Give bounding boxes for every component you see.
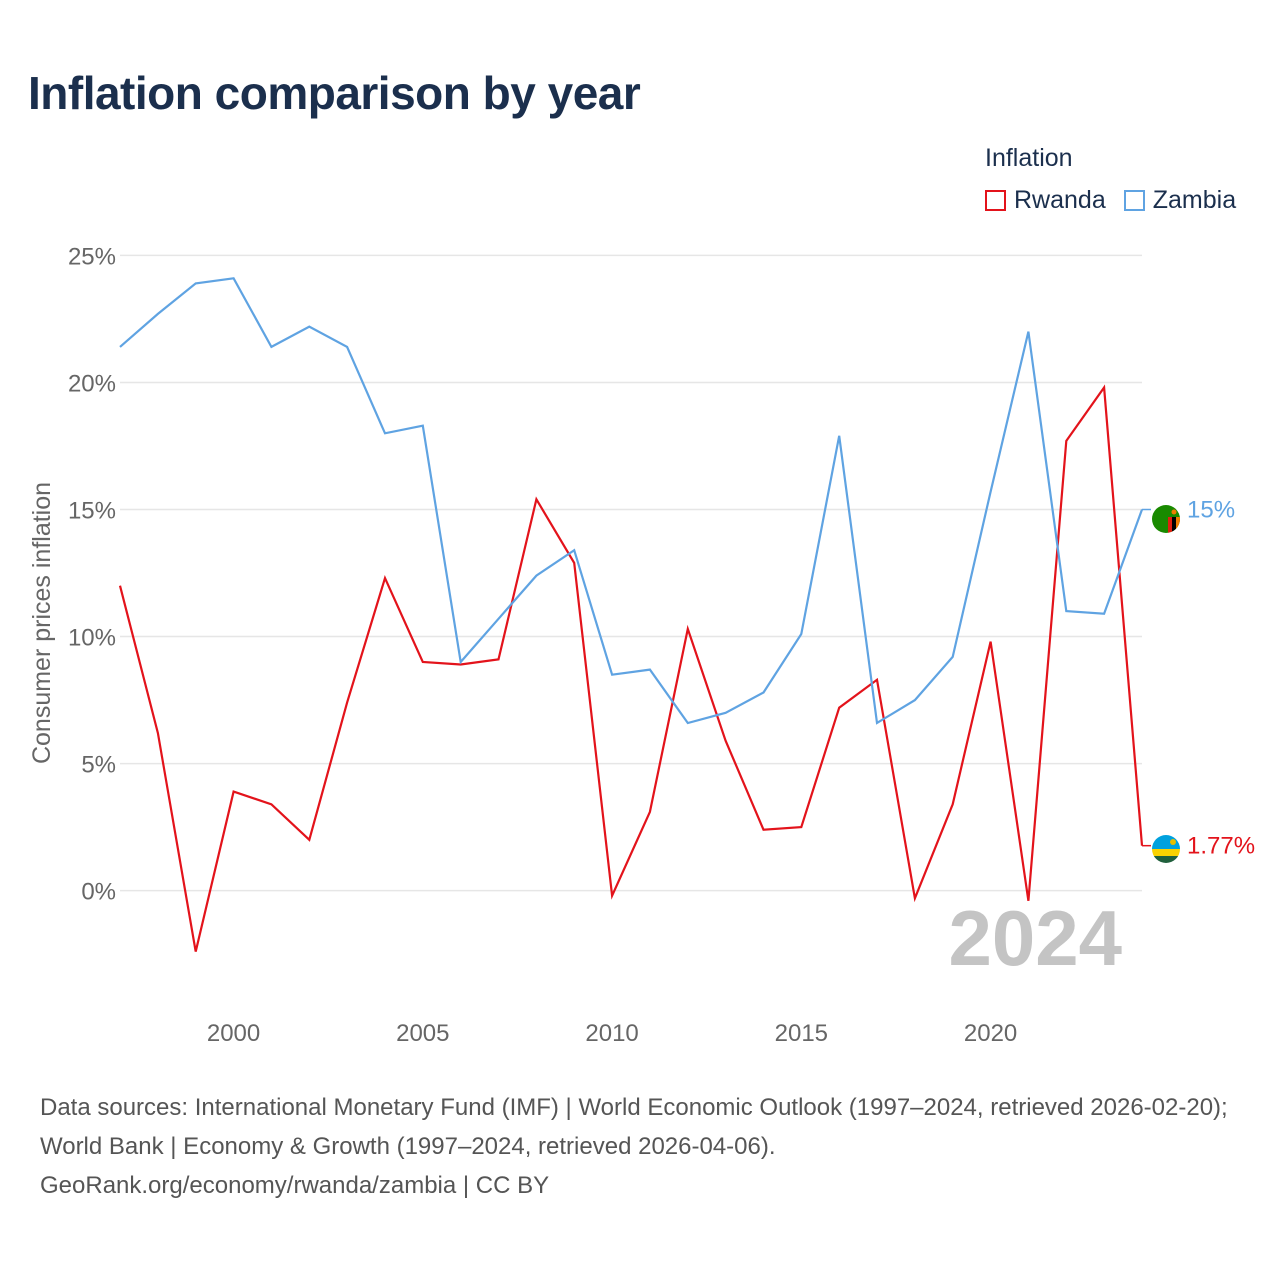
y-tick-label: 0% (81, 879, 116, 906)
x-tick-label: 2020 (964, 1020, 1017, 1047)
data-sources: Data sources: International Monetary Fun… (40, 1094, 1228, 1160)
x-axis-tick-labels: 2000 2005 2010 2015 2020 (207, 1020, 1017, 1047)
y-axis-tick-labels: 0% 5% 10% 15% 20% 25% (68, 243, 116, 905)
x-tick-label: 2010 (585, 1020, 638, 1047)
series-lines (118, 277, 1144, 952)
end-label-zambia: 15% (1187, 497, 1235, 524)
series-line-zambia[interactable] (119, 277, 1144, 725)
x-tick-label: 2005 (396, 1020, 449, 1047)
legend-swatch-zambia (1123, 190, 1145, 211)
line-chart: 0% 5% 10% 15% 20% 25% 2000 2005 2010 2015 2020 Co… (28, 243, 1255, 1047)
legend-item-zambia[interactable]: Zambia (1123, 186, 1237, 215)
chart-title: Inflation comparison by year (28, 67, 641, 119)
legend: Rwanda Zambia (985, 186, 1254, 215)
y-tick-label: 25% (68, 243, 116, 270)
y-tick-label: 20% (68, 370, 116, 397)
footer: Data sources: International Monetary Fun… (40, 1088, 1250, 1205)
legend-label-zambia: Zambia (1152, 186, 1237, 214)
flags (1152, 505, 1180, 863)
y-tick-label: 15% (68, 498, 116, 525)
x-tick-label: 2000 (207, 1020, 260, 1047)
y-axis-label: Consumer prices inflation (28, 482, 56, 764)
legend-title: Inflation (985, 144, 1073, 172)
zambia-flag-icon (1152, 505, 1180, 533)
rwanda-flag-icon (1152, 835, 1180, 863)
series-line-rwanda[interactable] (118, 384, 1144, 952)
y-tick-label: 10% (68, 625, 116, 652)
x-tick-label: 2015 (775, 1020, 828, 1047)
legend-swatch-rwanda (985, 190, 1006, 211)
grid-lines (120, 254, 1142, 892)
y-tick-label: 5% (81, 752, 116, 779)
end-markers: 1.77% 15% (1142, 497, 1255, 860)
attribution[interactable]: GeoRank.org/economy/rwanda/zambia | CC B… (40, 1172, 550, 1199)
end-label-rwanda: 1.77% (1187, 833, 1255, 860)
legend-item-rwanda[interactable]: Rwanda (985, 186, 1106, 215)
legend-label-rwanda: Rwanda (1014, 186, 1106, 214)
year-watermark: 2024 (948, 894, 1122, 982)
